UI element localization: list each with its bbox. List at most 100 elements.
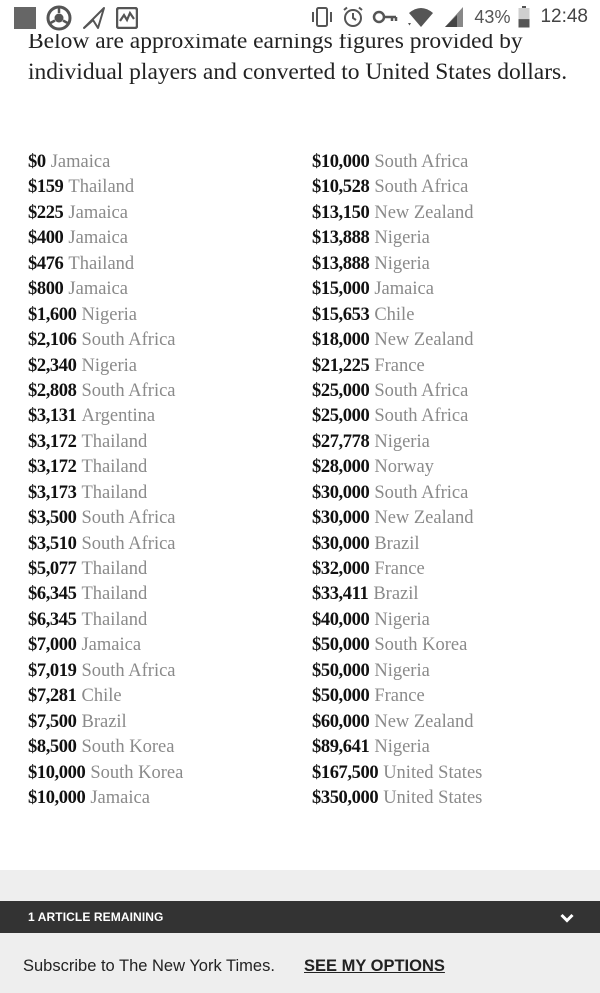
earnings-row: $89,641 Nigeria: [312, 735, 482, 760]
earnings-country: New Zealand: [374, 508, 474, 529]
earnings-amount: $167,500: [312, 762, 379, 783]
earnings-country: Nigeria: [374, 228, 430, 249]
article-meter-bar[interactable]: 1 ARTICLE REMAINING: [0, 901, 600, 933]
earnings-amount: $89,641: [312, 737, 370, 758]
earnings-country: Thailand: [81, 609, 148, 630]
key-icon: [372, 6, 398, 28]
earnings-amount: $50,000: [312, 635, 370, 656]
wifi-icon: [406, 5, 436, 29]
earnings-amount: $3,172: [28, 431, 77, 452]
earnings-country: Thailand: [68, 177, 135, 198]
earnings-country: South Africa: [81, 330, 176, 351]
earnings-row: $10,528 South Africa: [312, 175, 482, 200]
earnings-row: $50,000 South Korea: [312, 633, 482, 658]
earnings-amount: $800: [28, 279, 64, 300]
earnings-list-right-column: $10,000 South Africa $10,528 South Africa $1…: [312, 150, 482, 811]
clock-time: 12:48: [540, 6, 588, 27]
earnings-row: $50,000 France: [312, 684, 482, 709]
earnings-row: $15,000 Jamaica: [312, 277, 482, 302]
earnings-row: $6,345 Thailand: [28, 608, 183, 633]
earnings-row: $7,019 South Africa: [28, 659, 183, 684]
earnings-row: $800 Jamaica: [28, 277, 183, 302]
earnings-country: Chile: [81, 686, 122, 707]
earnings-amount: $8,500: [28, 737, 77, 758]
earnings-row: $3,131 Argentina: [28, 404, 183, 429]
earnings-amount: $40,000: [312, 609, 370, 630]
earnings-amount: $21,225: [312, 355, 370, 376]
earnings-row: $7,281 Chile: [28, 684, 183, 709]
earnings-row: $18,000 New Zealand: [312, 328, 482, 353]
earnings-amount: $50,000: [312, 660, 370, 681]
earnings-amount: $15,653: [312, 304, 370, 325]
earnings-country: Jamaica: [68, 202, 128, 223]
earnings-amount: $50,000: [312, 686, 370, 707]
earnings-country: Thailand: [81, 482, 148, 503]
earnings-amount: $32,000: [312, 559, 370, 579]
earnings-country: Nigeria: [374, 660, 430, 681]
earnings-country: South Africa: [81, 380, 176, 401]
earnings-country: South Korea: [90, 762, 184, 783]
earnings-country: Nigeria: [374, 431, 430, 452]
earnings-amount: $7,000: [28, 635, 77, 656]
earnings-row: $30,000 New Zealand: [312, 506, 482, 531]
earnings-amount: $13,888: [312, 253, 370, 274]
earnings-country: Thailand: [81, 559, 148, 579]
earnings-country: New Zealand: [374, 202, 474, 223]
earnings-row: $30,000 Brazil: [312, 532, 482, 557]
earnings-country: Nigeria: [374, 253, 430, 274]
earnings-country: Thailand: [81, 457, 148, 478]
earnings-row: $225 Jamaica: [28, 201, 183, 226]
status-bar-system: 43% 12:48: [302, 5, 588, 29]
earnings-amount: $18,000: [312, 330, 370, 351]
earnings-country: Nigeria: [374, 609, 430, 630]
subscribe-bar: Subscribe to The New York Times. SEE MY …: [0, 933, 600, 993]
earnings-amount: $2,340: [28, 355, 77, 376]
earnings-amount: $25,000: [312, 380, 370, 401]
chevron-down-icon[interactable]: [560, 911, 574, 923]
earnings-amount: $10,000: [312, 152, 370, 172]
earnings-row: $3,173 Thailand: [28, 481, 183, 506]
earnings-country: South Africa: [374, 406, 469, 427]
article-meter-label: 1 ARTICLE REMAINING: [28, 910, 164, 924]
earnings-country: Chile: [374, 304, 415, 325]
earnings-country: South Africa: [374, 152, 469, 172]
earnings-country: France: [374, 686, 425, 707]
earnings-list-left-column: $0 Jamaica $159 Thailand $225 Jamaica $400 Jama…: [28, 150, 183, 811]
earnings-row: $13,888 Nigeria: [312, 226, 482, 251]
earnings-country: Thailand: [68, 253, 135, 274]
earnings-amount: $7,500: [28, 711, 77, 732]
battery-percent: 43%: [474, 6, 511, 27]
earnings-country: South Africa: [374, 482, 469, 503]
earnings-amount: $27,778: [312, 431, 370, 452]
earnings-amount: $2,808: [28, 380, 77, 401]
battery-icon: [518, 6, 530, 28]
see-my-options-link[interactable]: SEE MY OPTIONS: [304, 957, 445, 975]
earnings-country: France: [374, 559, 425, 579]
earnings-country: Nigeria: [81, 304, 137, 325]
earnings-amount: $60,000: [312, 711, 370, 732]
earnings-country: South Korea: [374, 635, 468, 656]
earnings-row: $28,000 Norway: [312, 455, 482, 480]
earnings-row: $30,000 South Africa: [312, 481, 482, 506]
earnings-amount: $6,345: [28, 584, 77, 605]
earnings-amount: $10,528: [312, 177, 370, 198]
earnings-amount: $1,600: [28, 304, 77, 325]
earnings-country: Norway: [374, 457, 434, 478]
earnings-country: Jamaica: [68, 228, 128, 249]
earnings-country: Nigeria: [81, 355, 137, 376]
earnings-row: $3,172 Thailand: [28, 455, 183, 480]
footer-spacer: [0, 870, 600, 901]
earnings-row: $10,000 South Africa: [312, 150, 482, 175]
earnings-amount: $159: [28, 177, 64, 198]
earnings-amount: $10,000: [28, 787, 86, 808]
earnings-row: $7,500 Brazil: [28, 710, 183, 735]
earnings-country: Jamaica: [68, 279, 128, 300]
earnings-row: $15,653 Chile: [312, 303, 482, 328]
earnings-amount: $5,077: [28, 559, 77, 579]
earnings-row: $13,888 Nigeria: [312, 252, 482, 277]
earnings-amount: $30,000: [312, 508, 370, 529]
earnings-row: $7,000 Jamaica: [28, 633, 183, 658]
earnings-amount: $28,000: [312, 457, 370, 478]
earnings-amount: $3,173: [28, 482, 77, 503]
earnings-row: $27,778 Nigeria: [312, 430, 482, 455]
